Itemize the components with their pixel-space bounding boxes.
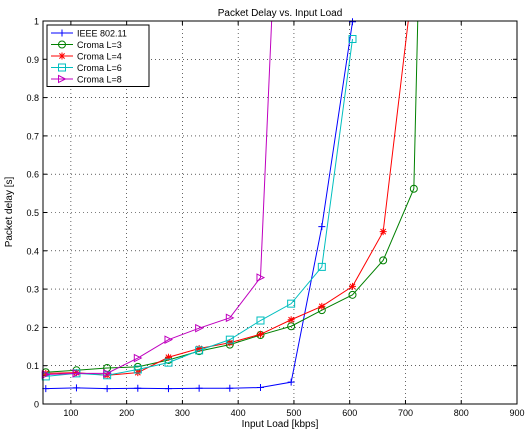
data-point [287,299,296,308]
series-croma-l-6 [41,35,357,381]
y-axis-label: Packet delay [s] [4,176,15,247]
data-point [348,18,356,26]
data-point [317,262,326,271]
data-point [256,384,264,392]
data-point [134,384,142,392]
series-line [45,20,273,376]
y-tick-label: 0.8 [26,93,39,103]
x-axis-label: Input Load [kbps] [242,419,319,430]
y-tick-label: 0 [34,400,39,410]
legend-label: Croma L=3 [77,40,122,50]
data-point [195,384,203,392]
legend-label: Croma L=8 [77,75,122,85]
data-point [256,273,266,282]
series-lines [41,18,419,393]
legend-item: IEEE 802.11 [51,29,127,39]
data-point [58,52,66,60]
data-point [379,256,388,265]
x-tick-label: 300 [175,408,190,418]
data-point [58,29,66,37]
data-point [318,223,326,231]
legend-label: Croma L=4 [77,52,122,62]
legend-label: Croma L=6 [77,63,122,73]
data-point [164,358,173,367]
x-tick-label: 500 [286,408,301,418]
data-point [287,378,295,386]
x-tick-label: 900 [509,408,524,418]
y-tick-label: 0.5 [26,208,39,218]
data-point [256,330,264,338]
data-point [58,40,66,49]
x-tick-label: 800 [454,408,469,418]
data-point [409,184,418,193]
legend-item: Croma L=3 [51,40,122,50]
x-tick-label: 600 [342,408,357,418]
data-point [379,228,387,236]
legend-label: IEEE 802.11 [77,29,127,39]
data-point [58,74,67,84]
data-point [41,370,51,379]
data-point [348,282,356,290]
legend-item: Croma L=4 [51,52,122,62]
y-tick-label: 0.4 [26,246,39,256]
data-point [72,369,82,378]
data-point [103,385,111,393]
y-tick-label: 0.2 [26,323,39,333]
data-point [195,346,204,355]
data-point [318,302,326,310]
x-tick-label: 700 [398,408,413,418]
plot-frame [42,20,518,405]
data-point [226,384,234,392]
y-tick-label: 1 [34,17,39,27]
series-line [45,38,353,377]
chart-title: Packet Delay vs. Input Load [218,8,343,19]
y-tick-label: 0.1 [26,361,39,371]
data-point [225,335,234,344]
series-line [45,20,419,373]
y-tick-label: 0.6 [26,170,39,180]
axis-ticks: 0 0.1 0.2 0.3 0.4 0.5 0.6 0.7 0.8 0.9 1 100 200 300 40… [26,17,524,419]
x-tick-label: 100 [63,408,78,418]
series-croma-l-8 [41,20,273,379]
data-point [348,35,357,44]
data-point [195,323,204,333]
legend-item: Croma L=8 [51,75,122,85]
x-tick-label: 200 [119,408,134,418]
y-tick-label: 0.7 [26,131,39,141]
data-point [133,365,142,374]
data-point [287,316,295,324]
legend-box [46,24,150,87]
x-tick-label: 400 [231,408,246,418]
data-point [195,344,203,352]
y-tick-label: 0.3 [26,285,39,295]
data-point [72,369,80,377]
data-point [225,313,235,323]
data-point [348,290,357,299]
legend-item: Croma L=6 [51,63,122,73]
data-point [164,385,172,393]
data-point [103,369,112,378]
series-ieee-802-11 [42,18,356,393]
y-tick-label: 0.9 [26,55,39,65]
data-point [164,353,172,361]
data-point [133,353,143,363]
data-point [256,316,265,325]
data-point [72,384,80,392]
data-point [164,335,174,344]
data-point [58,63,66,72]
